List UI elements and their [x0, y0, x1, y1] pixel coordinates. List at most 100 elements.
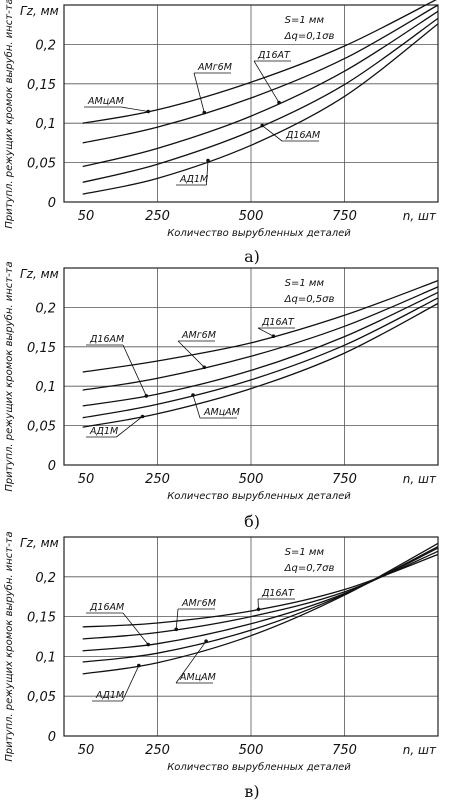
y-tick-label: 0,15: [27, 78, 56, 93]
series-label: АМцАМ: [179, 672, 216, 683]
series-line: [82, 0, 437, 124]
label-leader: [177, 340, 205, 368]
series-label: АД1М: [95, 690, 124, 701]
series-label: АМг6М: [197, 62, 232, 73]
x-tick-label: 500: [239, 472, 264, 487]
series-label: Д16АМ: [89, 602, 124, 613]
series-line: [82, 291, 439, 407]
x-tick-label: 750: [332, 743, 357, 758]
series-marker: [277, 100, 281, 105]
x-tick-label: 500: [239, 209, 264, 224]
x-unit-label: n, шт: [403, 743, 437, 757]
x-unit-label: n, шт: [403, 472, 437, 486]
chart-annotation: S=1 мм: [285, 278, 325, 289]
x-tick-label: 250: [145, 743, 170, 758]
label-leader: [122, 665, 140, 702]
x-tick-label: 50: [78, 472, 95, 487]
series-line: [82, 553, 439, 628]
plot-frame: [63, 4, 439, 203]
y-tick-label: 0,05: [27, 157, 56, 172]
label-leader: [193, 72, 205, 113]
series-label: АМг6М: [181, 330, 216, 341]
label-leader: [253, 60, 280, 103]
x-tick-label: 50: [78, 209, 95, 224]
chart-annotation: S=1 мм: [285, 15, 325, 26]
label-leader: [206, 160, 209, 186]
y-tick-label: 0,05: [27, 690, 56, 705]
series-label: Д16АТ: [257, 50, 291, 61]
panel-caption: б): [244, 512, 260, 531]
series-line: [82, 546, 439, 663]
plot-frame: [63, 267, 439, 466]
x-axis-label: Количество вырубленных деталей: [167, 227, 351, 239]
series-marker: [202, 110, 207, 115]
x-tick-label: 750: [332, 472, 357, 487]
x-tick-label: 250: [145, 472, 170, 487]
series-marker: [191, 393, 195, 397]
y-unit-label: Гz, мм: [20, 267, 59, 281]
y-tick-label: 0,15: [27, 341, 56, 356]
series-line: [82, 4, 439, 144]
label-leader: [175, 640, 207, 684]
series-marker: [256, 607, 261, 612]
series-line: [82, 10, 439, 168]
label-leader: [122, 344, 147, 397]
x-axis-label: Количество вырубленных деталей: [167, 761, 351, 773]
y-tick-label: 0: [48, 730, 56, 745]
series-label: АМцАМ: [87, 96, 124, 107]
x-tick-label: 500: [239, 743, 264, 758]
series-label: АМг6М: [181, 598, 216, 609]
series-line: [82, 302, 439, 428]
y-tick-label: 0,05: [27, 420, 56, 435]
panel-caption: в): [244, 782, 259, 801]
x-axis-label: Количество вырубленных деталей: [167, 490, 351, 502]
chart-panel-1: 0 0,05 0,1 0,15 0,2 50 250 500 750 n, шт Количеств…: [3, 0, 439, 266]
label-leader: [175, 608, 179, 630]
y-tick-label: 0,15: [27, 611, 56, 626]
y-unit-label: Гz, мм: [20, 4, 59, 18]
series-line: [82, 542, 439, 675]
y-axis-label: Притупл. режущих кромок вырубн. инст-та: [3, 531, 15, 761]
chart-annotation: Δq=0,5σв: [284, 294, 335, 305]
y-tick-label: 0,2: [35, 301, 56, 316]
x-unit-label: n, шт: [403, 209, 437, 223]
series-marker: [271, 334, 276, 339]
series-marker: [146, 642, 150, 647]
series-marker: [146, 109, 150, 114]
series-label: Д16АТ: [261, 317, 295, 328]
y-tick-label: 0: [48, 196, 56, 211]
series-marker: [202, 365, 207, 370]
y-axis-label: Притупл. режущих кромок вырубн. инст-та: [3, 261, 15, 491]
series-label: АМцАМ: [203, 407, 240, 418]
label-leader: [192, 394, 201, 419]
series-marker: [206, 158, 210, 163]
label-leader: [261, 125, 283, 142]
series-marker: [140, 414, 145, 419]
series-marker: [204, 639, 208, 643]
series-label: АД1М: [179, 174, 208, 185]
y-tick-label: 0,1: [35, 380, 56, 395]
label-leader: [116, 416, 143, 438]
plot-frame: [63, 536, 439, 737]
series-line: [82, 279, 439, 373]
series-label: Д16АМ: [89, 334, 124, 345]
label-leader: [257, 327, 274, 337]
y-tick-label: 0,1: [35, 117, 56, 132]
label-leader: [120, 106, 149, 112]
series-line: [82, 286, 439, 391]
x-tick-label: 250: [145, 209, 170, 224]
series-marker: [260, 123, 265, 128]
chart-panel-3: 0 0,05 0,1 0,15 0,2 50 250 500 750 n, шт Количеств…: [3, 531, 439, 801]
chart-annotation: Δq=0,7σв: [284, 563, 335, 574]
series-marker: [174, 627, 178, 632]
chart-panel-2: 0 0,05 0,1 0,15 0,2 50 250 500 750 n, шт Количеств…: [3, 261, 439, 531]
chart-annotation: Δq=0,1σв: [284, 31, 335, 42]
x-tick-label: 750: [332, 209, 357, 224]
series-marker: [137, 663, 141, 668]
series-marker: [144, 394, 149, 398]
y-tick-label: 0,2: [35, 571, 56, 586]
panel-caption: а): [244, 247, 260, 266]
y-tick-label: 0,1: [35, 650, 56, 665]
series-line: [82, 550, 439, 640]
y-unit-label: Гz, мм: [20, 536, 59, 550]
